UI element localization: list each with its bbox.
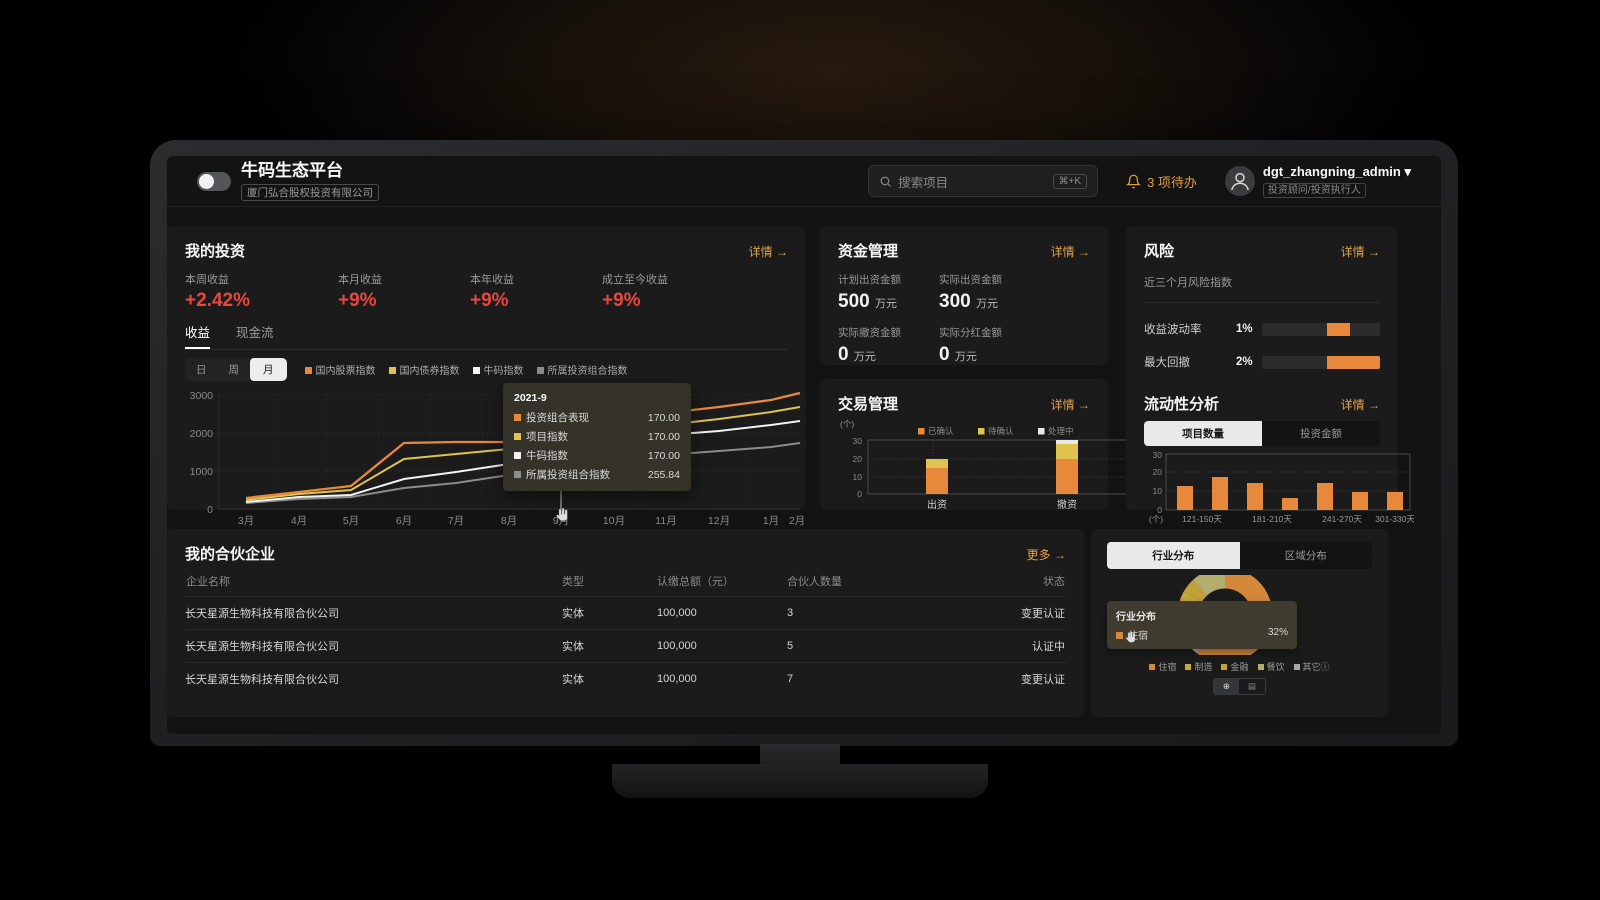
svg-text:12月: 12月 xyxy=(708,515,730,527)
svg-text:8月: 8月 xyxy=(501,515,517,527)
svg-text:(个): (个) xyxy=(840,419,854,429)
svg-text:4月: 4月 xyxy=(291,515,307,527)
svg-text:待确认: 待确认 xyxy=(988,426,1014,436)
svg-text:121-150天: 121-150天 xyxy=(1182,514,1222,524)
svg-text:20: 20 xyxy=(1153,467,1163,477)
svg-text:30: 30 xyxy=(853,436,863,446)
svg-text:已确认: 已确认 xyxy=(928,426,954,436)
svg-text:5月: 5月 xyxy=(343,515,359,527)
svg-text:10: 10 xyxy=(853,472,863,482)
svg-text:10月: 10月 xyxy=(603,515,625,527)
svg-text:3000: 3000 xyxy=(190,390,214,402)
svg-text:0: 0 xyxy=(207,504,213,516)
svg-text:30: 30 xyxy=(1153,452,1163,460)
svg-text:3月: 3月 xyxy=(238,515,254,527)
svg-text:20: 20 xyxy=(853,454,863,464)
svg-text:7月: 7月 xyxy=(448,515,464,527)
svg-text:10: 10 xyxy=(1153,486,1163,496)
svg-text:2000: 2000 xyxy=(190,428,214,440)
svg-text:撤资: 撤资 xyxy=(1057,498,1077,511)
svg-text:241-270天: 241-270天 xyxy=(1322,514,1362,524)
svg-text:2月: 2月 xyxy=(789,515,805,527)
svg-text:1月: 1月 xyxy=(763,515,779,527)
svg-text:1000: 1000 xyxy=(190,466,214,478)
svg-text:(个): (个) xyxy=(1149,514,1163,524)
svg-text:0: 0 xyxy=(857,489,862,499)
svg-text:处理中: 处理中 xyxy=(1048,426,1074,436)
svg-text:出资: 出资 xyxy=(927,498,947,511)
svg-text:301-330天: 301-330天 xyxy=(1375,514,1414,524)
svg-text:181-210天: 181-210天 xyxy=(1252,514,1292,524)
svg-text:11月: 11月 xyxy=(655,515,676,527)
svg-text:6月: 6月 xyxy=(396,515,412,527)
